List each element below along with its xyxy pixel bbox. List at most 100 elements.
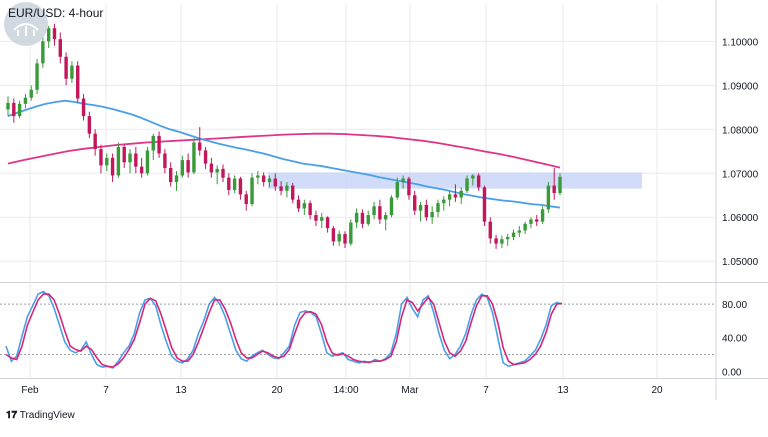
- candle-body: [459, 190, 463, 198]
- candle-body: [413, 195, 417, 211]
- candle: [227, 173, 231, 196]
- candle: [163, 149, 167, 174]
- candle: [447, 190, 452, 207]
- candle-body: [209, 163, 214, 173]
- candle-body: [488, 221, 492, 239]
- candle: [296, 195, 301, 212]
- candle: [529, 217, 533, 229]
- candle-body: [128, 153, 132, 163]
- candle-body: [535, 219, 539, 222]
- candle-body: [494, 238, 498, 244]
- candle-body: [401, 178, 405, 183]
- candle: [12, 98, 16, 123]
- candle: [232, 175, 237, 194]
- candle-body: [99, 149, 103, 166]
- candle: [302, 199, 307, 216]
- tradingview-watermark: 𝟏𝟕 TradingView: [6, 410, 75, 421]
- candle: [349, 219, 353, 246]
- candle: [244, 190, 248, 211]
- y-tick-label: 1.06000: [722, 213, 759, 224]
- candle: [540, 206, 545, 224]
- candle-body: [343, 233, 347, 244]
- candle: [99, 144, 103, 174]
- candle-body: [87, 116, 92, 134]
- candle: [407, 176, 411, 200]
- candle: [215, 165, 219, 185]
- candle: [87, 111, 92, 139]
- candle-body: [442, 199, 446, 204]
- candle-body: [12, 102, 16, 117]
- candle-body: [250, 177, 254, 205]
- candle-body: [41, 41, 45, 64]
- candle: [471, 174, 475, 186]
- candle: [134, 146, 138, 174]
- candle: [372, 201, 376, 220]
- candle-body: [145, 150, 150, 174]
- candle-body: [23, 97, 28, 104]
- candle-body: [511, 232, 516, 238]
- candle-body: [227, 177, 231, 190]
- candle: [52, 23, 57, 46]
- candle: [192, 138, 196, 175]
- candle: [198, 127, 202, 156]
- candle-body: [291, 185, 295, 200]
- osc-y-tick-label: 80.00: [722, 300, 747, 311]
- candle-body: [256, 175, 260, 178]
- candle: [209, 157, 214, 178]
- candle: [110, 153, 115, 183]
- candle: [238, 176, 243, 200]
- candle-body: [540, 209, 545, 222]
- candle: [506, 233, 510, 246]
- candle-body: [308, 203, 312, 216]
- candle-body: [517, 230, 522, 233]
- candle: [17, 100, 22, 119]
- candle-body: [407, 178, 411, 196]
- candle-body: [261, 175, 266, 183]
- candle: [285, 182, 289, 198]
- candle-body: [110, 157, 115, 176]
- candle-body: [105, 157, 109, 166]
- candle: [267, 175, 272, 188]
- candle: [430, 206, 434, 224]
- candle: [360, 209, 365, 229]
- ema-blue-line: [7, 99, 561, 209]
- candle-body: [64, 56, 68, 79]
- candle: [145, 146, 150, 176]
- candle-body: [552, 185, 556, 194]
- candle-body: [232, 178, 237, 190]
- candle: [517, 226, 522, 238]
- x-tick-label: Mar: [401, 385, 419, 396]
- candle-body: [349, 222, 353, 244]
- candle: [337, 230, 341, 246]
- candle: [552, 168, 556, 200]
- candle: [465, 175, 469, 194]
- candle: [168, 162, 173, 187]
- chart-title: EUR/USD: 4-hour: [8, 6, 104, 20]
- tradingview-text: TradingView: [19, 410, 75, 421]
- candle: [29, 85, 33, 101]
- candle: [41, 36, 45, 68]
- osc-y-tick-label: 40.00: [722, 334, 747, 345]
- candle-body: [302, 203, 307, 209]
- y-tick-labels: 1.10000 1.09000 1.08000 1.07000 1.06000 1.050…: [722, 37, 759, 378]
- candle-body: [523, 223, 527, 231]
- candle-body: [372, 206, 376, 216]
- candle: [424, 199, 429, 221]
- candle-body: [482, 187, 487, 222]
- candle: [325, 216, 330, 233]
- candle-body: [476, 175, 481, 188]
- osc-y-tick-label: 0.00: [722, 367, 742, 378]
- y-tick-label: 1.07000: [722, 169, 759, 180]
- candle-body: [296, 199, 301, 209]
- candle: [105, 153, 109, 172]
- candle: [157, 131, 161, 158]
- x-tick-labels: Feb 7 13 20 14:00 Mar 7 13 20: [21, 385, 663, 396]
- candle: [76, 61, 80, 103]
- candle-body: [354, 212, 359, 223]
- y-tick-label: 1.10000: [722, 37, 759, 48]
- candle-body: [546, 185, 551, 210]
- candle: [186, 153, 190, 178]
- ema-pink-line: [7, 132, 561, 169]
- candle-body: [558, 176, 562, 194]
